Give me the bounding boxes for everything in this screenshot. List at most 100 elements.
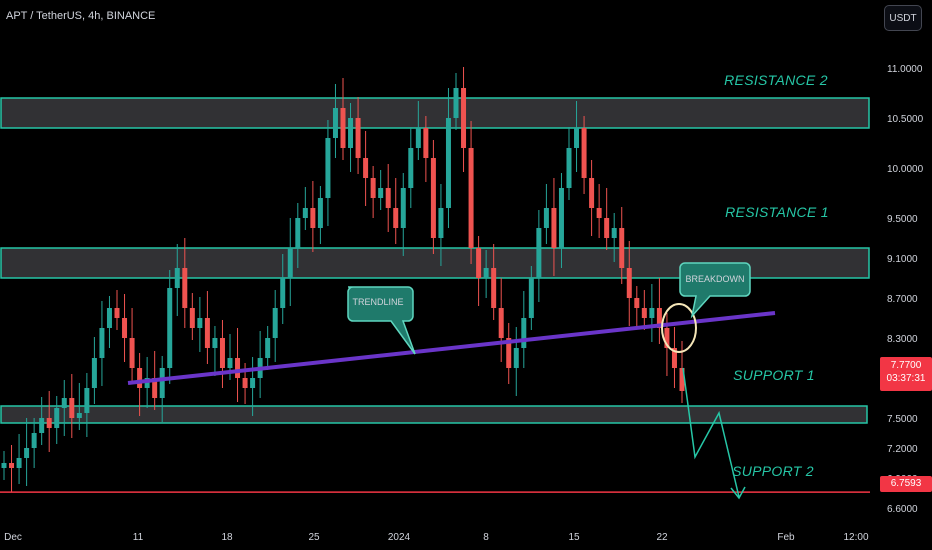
candle-body	[197, 318, 203, 328]
candle-body	[461, 88, 467, 148]
candle-body	[521, 318, 527, 348]
candle-body	[302, 208, 308, 218]
candle-body	[483, 268, 489, 278]
candle-body	[679, 368, 685, 391]
y-axis-panel	[870, 0, 932, 550]
candle-body	[61, 398, 67, 408]
breakdown-callout-text: BREAKDOWN	[685, 274, 745, 284]
y-tick-label: 7.2000	[887, 444, 918, 455]
candle-body	[91, 358, 97, 388]
candle-body	[84, 388, 90, 413]
candle-body	[174, 268, 180, 288]
candle-body	[363, 158, 369, 178]
candle-body	[16, 458, 22, 468]
candle-body	[558, 188, 564, 248]
candle-body	[122, 318, 128, 338]
zone-2	[0, 405, 868, 424]
candle-body	[287, 248, 293, 278]
candle-body	[9, 463, 15, 468]
support-2-price-tag: 6.7593	[880, 476, 932, 492]
candle-body	[182, 268, 188, 308]
candle-body	[348, 118, 354, 148]
candle-body	[378, 188, 384, 198]
candle-body	[619, 228, 625, 268]
candle-body	[76, 413, 82, 418]
y-tick-label: 10.0000	[887, 164, 924, 175]
candle-body	[46, 418, 52, 428]
candle-body	[438, 208, 444, 238]
candle-body	[589, 178, 595, 208]
candle-body	[167, 288, 173, 368]
y-tick-label: 9.5000	[887, 214, 918, 225]
candle-body	[671, 348, 677, 368]
candle-body	[144, 378, 150, 388]
candle-body	[513, 348, 519, 368]
candle-body	[219, 338, 225, 368]
candle-body	[423, 128, 429, 158]
resistance-1-label: RESISTANCE 1	[725, 204, 829, 220]
candle-body	[611, 228, 617, 238]
candle-body	[498, 308, 504, 338]
projection-path	[682, 367, 740, 498]
candle-body	[295, 218, 301, 248]
candle-body	[54, 408, 60, 428]
last-price-tag: 7.7700 03:37:31	[880, 357, 932, 391]
candle-body	[581, 128, 587, 178]
candle-body	[280, 278, 286, 308]
support-1-label: SUPPORT 1	[733, 367, 815, 383]
candle-body	[24, 448, 30, 458]
candle-body	[114, 308, 120, 318]
candle-body	[1, 463, 7, 468]
candle-body	[649, 308, 655, 318]
x-tick-label: 22	[656, 532, 668, 543]
candle-body	[430, 158, 436, 238]
candle-body	[506, 338, 512, 368]
x-tick-label: Dec	[4, 532, 22, 543]
candle-body	[310, 208, 316, 228]
support-resistance-zones	[0, 97, 870, 424]
trendline-callout	[347, 286, 416, 355]
candle-body	[476, 248, 482, 278]
y-tick-label: 7.5000	[887, 414, 918, 425]
candle-body	[551, 208, 557, 248]
support-2-label: SUPPORT 2	[732, 463, 814, 479]
x-tick-label: 8	[483, 532, 489, 543]
x-tick-label: 12:00	[843, 532, 868, 543]
x-tick-label: 15	[568, 532, 580, 543]
breakdown-circle	[661, 303, 697, 353]
y-tick-label: 6.6000	[887, 504, 918, 515]
y-tick-label: 8.3000	[887, 334, 918, 345]
x-axis-panel	[0, 522, 932, 550]
candle-body	[408, 148, 414, 188]
candle-body	[69, 398, 75, 418]
candle-body	[634, 298, 640, 308]
candle-body	[212, 338, 218, 348]
candle-body	[332, 108, 338, 138]
candle-body	[385, 188, 391, 208]
candle-body	[468, 148, 474, 248]
candle-body	[415, 128, 421, 148]
candle-body	[325, 138, 331, 198]
candle-body	[528, 278, 534, 318]
unit-button[interactable]: USDT	[884, 5, 922, 31]
candle-body	[99, 328, 105, 358]
candle-body	[596, 208, 602, 218]
last-price: 7.7700	[890, 360, 922, 371]
y-tick-label: 8.7000	[887, 294, 918, 305]
candle-body	[152, 378, 158, 398]
x-tick-label: Feb	[777, 532, 795, 543]
candle-body	[39, 418, 45, 433]
candle-body	[393, 208, 399, 228]
candle-body	[574, 128, 580, 148]
candle-body	[664, 328, 670, 348]
y-tick-label: 10.5000	[887, 114, 924, 125]
x-tick-label: 2024	[388, 532, 411, 543]
candle-body	[137, 368, 143, 388]
bar-countdown: 03:37:31	[886, 373, 926, 384]
candle-body	[641, 308, 647, 318]
candle-body	[340, 108, 346, 148]
candle-body	[242, 378, 248, 388]
candle-body	[604, 218, 610, 238]
candle-body	[453, 88, 459, 118]
